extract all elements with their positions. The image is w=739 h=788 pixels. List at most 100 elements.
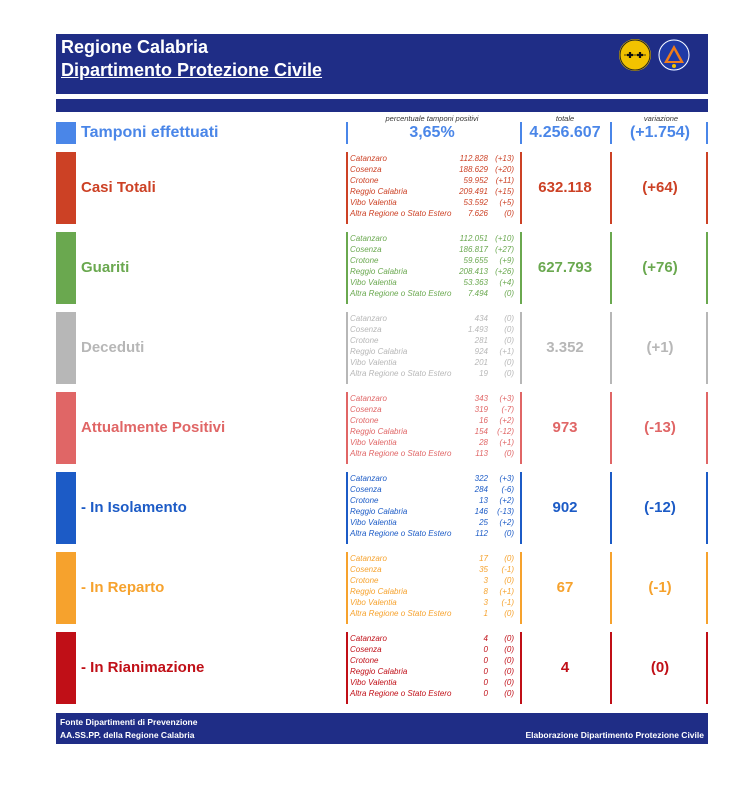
province-delta: (0) <box>504 645 514 654</box>
casi-totali-color-bar <box>56 152 76 224</box>
table-row: Altra Regione o Stato Estero 19 (0) <box>350 369 516 379</box>
deceduti-variation: (+1) <box>646 339 674 356</box>
province-name: Vibo Valentia <box>350 198 397 207</box>
tamponi-divider <box>706 122 708 144</box>
province-name: Catanzaro <box>350 634 387 643</box>
province-value: 112.051 <box>459 234 488 243</box>
attualmente-positivi-divider <box>346 392 348 464</box>
table-row: Catanzaro 343 (+3) <box>350 394 516 404</box>
attualmente-positivi-label: Attualmente Positivi <box>81 419 226 436</box>
guariti-color-bar <box>56 232 76 304</box>
attualmente-positivi-color-bar <box>56 392 76 464</box>
province-value: 146 <box>474 507 488 516</box>
in-rianimazione-label: - In Rianimazione <box>81 659 205 676</box>
table-row: Reggio Calabria 8 (+1) <box>350 587 516 597</box>
table-row: Vibo Valentia 0 (0) <box>350 678 516 688</box>
province-value: 924 <box>474 347 488 356</box>
province-value: 1 <box>483 609 488 618</box>
in-isolamento-total: 902 <box>552 499 578 516</box>
in-isolamento-divider <box>346 472 348 544</box>
calabria-region-crest-icon <box>619 39 651 71</box>
province-name: Cosenza <box>350 565 382 574</box>
province-delta: (+11) <box>495 176 514 185</box>
in-rianimazione-total: 4 <box>560 659 570 676</box>
province-name: Crotone <box>350 336 379 345</box>
deceduti-divider <box>706 312 708 384</box>
province-value: 16 <box>479 416 488 425</box>
casi-totali-total: 632.118 <box>538 179 592 196</box>
guariti-divider <box>346 232 348 304</box>
province-value: 112 <box>475 529 488 538</box>
province-value: 4 <box>483 634 488 643</box>
table-row: Cosenza 319 (-7) <box>350 405 516 415</box>
province-delta: (0) <box>504 336 514 345</box>
province-delta: (+26) <box>495 267 514 276</box>
deceduti-province-table: Catanzaro 434 (0) Cosenza 1.493 (0) Crotone 281… <box>348 314 516 382</box>
attualmente-positivi-total: 973 <box>552 419 578 436</box>
casi-totali-divider <box>706 152 708 224</box>
province-value: 284 <box>474 485 488 494</box>
province-delta: (-13) <box>497 507 514 516</box>
province-value: 201 <box>474 358 488 367</box>
province-delta: (0) <box>504 656 514 665</box>
province-delta: (0) <box>504 689 514 698</box>
casi-totali-label: Casi Totali <box>81 179 156 196</box>
table-row: Reggio Calabria 0 (0) <box>350 667 516 677</box>
province-value: 209.491 <box>459 187 488 196</box>
casi-totali-divider <box>346 152 348 224</box>
province-name: Reggio Calabria <box>350 267 408 276</box>
province-name: Cosenza <box>350 245 382 254</box>
province-value: 0 <box>483 689 488 698</box>
province-value: 188.629 <box>459 165 488 174</box>
attualmente-positivi-divider <box>706 392 708 464</box>
table-row: Altra Regione o Stato Estero 0 (0) <box>350 689 516 699</box>
province-value: 343 <box>474 394 488 403</box>
table-row: Reggio Calabria 209.491 (+15) <box>350 187 516 197</box>
table-row: Reggio Calabria 154 (-12) <box>350 427 516 437</box>
in-isolamento-divider <box>610 472 612 544</box>
table-row: Crotone 59.655 (+9) <box>350 256 516 266</box>
province-name: Catanzaro <box>350 154 387 163</box>
table-row: Crotone 16 (+2) <box>350 416 516 426</box>
province-value: 53.363 <box>463 278 488 287</box>
in-isolamento-divider <box>706 472 708 544</box>
province-value: 13 <box>479 496 488 505</box>
province-delta: (0) <box>504 325 514 334</box>
province-delta: (0) <box>504 529 514 538</box>
in-isolamento-divider <box>520 472 522 544</box>
table-row: Catanzaro 4 (0) <box>350 634 516 644</box>
in-reparto-total: 67 <box>556 579 574 596</box>
province-name: Catanzaro <box>350 314 387 323</box>
casi-totali-province-table: Catanzaro 112.828 (+13) Cosenza 188.629 (+20)… <box>348 154 516 222</box>
province-name: Reggio Calabria <box>350 587 408 596</box>
province-value: 0 <box>483 645 488 654</box>
province-delta: (0) <box>504 634 514 643</box>
header-strip <box>56 99 708 112</box>
province-value: 319 <box>474 405 488 414</box>
province-delta: (+9) <box>499 256 514 265</box>
province-delta: (0) <box>504 314 514 323</box>
province-delta: (+3) <box>499 474 514 483</box>
province-value: 0 <box>483 678 488 687</box>
table-row: Reggio Calabria 208.413 (+26) <box>350 267 516 277</box>
province-name: Vibo Valentia <box>350 278 397 287</box>
province-name: Altra Regione o Stato Estero <box>350 689 452 698</box>
province-delta: (+13) <box>495 154 514 163</box>
deceduti-divider <box>346 312 348 384</box>
province-delta: (0) <box>504 358 514 367</box>
province-name: Reggio Calabria <box>350 667 408 676</box>
province-name: Reggio Calabria <box>350 187 408 196</box>
province-name: Catanzaro <box>350 554 387 563</box>
attualmente-positivi-divider <box>610 392 612 464</box>
deceduti-total: 3.352 <box>546 339 584 356</box>
province-delta: (+20) <box>495 165 514 174</box>
in-reparto-province-table: Catanzaro 17 (0) Cosenza 35 (-1) Crotone 3 (0) Re… <box>348 554 516 622</box>
province-value: 3 <box>483 598 488 607</box>
in-isolamento-label: - In Isolamento <box>81 499 187 516</box>
tamponi-percent: 3,65% <box>409 124 455 141</box>
province-delta: (+2) <box>499 518 514 527</box>
in-isolamento-province-table: Catanzaro 322 (+3) Cosenza 284 (-6) Crotone 13 (… <box>348 474 516 542</box>
guariti-total: 627.793 <box>537 259 593 276</box>
tamponi-label: Tamponi effettuati <box>81 124 219 141</box>
province-value: 434 <box>474 314 488 323</box>
